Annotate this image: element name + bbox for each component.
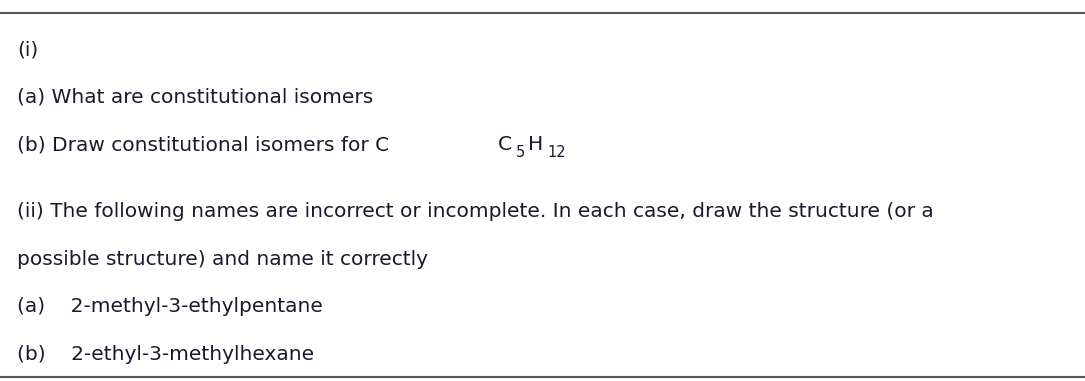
Text: (ii) The following names are incorrect or incomplete. In each case, draw the str: (ii) The following names are incorrect o… xyxy=(17,202,934,221)
Text: (i): (i) xyxy=(17,40,39,59)
Text: 5: 5 xyxy=(515,145,525,160)
Text: H: H xyxy=(527,135,542,154)
Text: C: C xyxy=(498,135,511,154)
Text: (b) Draw constitutional isomers for C: (b) Draw constitutional isomers for C xyxy=(17,135,390,154)
Text: (a)    2-methyl-3-ethylpentane: (a) 2-methyl-3-ethylpentane xyxy=(17,297,323,316)
Text: (a) What are constitutional isomers: (a) What are constitutional isomers xyxy=(17,88,373,107)
Text: (b)    2-ethyl-3-methylhexane: (b) 2-ethyl-3-methylhexane xyxy=(17,345,315,364)
Text: possible structure) and name it correctly: possible structure) and name it correctl… xyxy=(17,250,429,269)
Text: 12: 12 xyxy=(547,145,565,160)
